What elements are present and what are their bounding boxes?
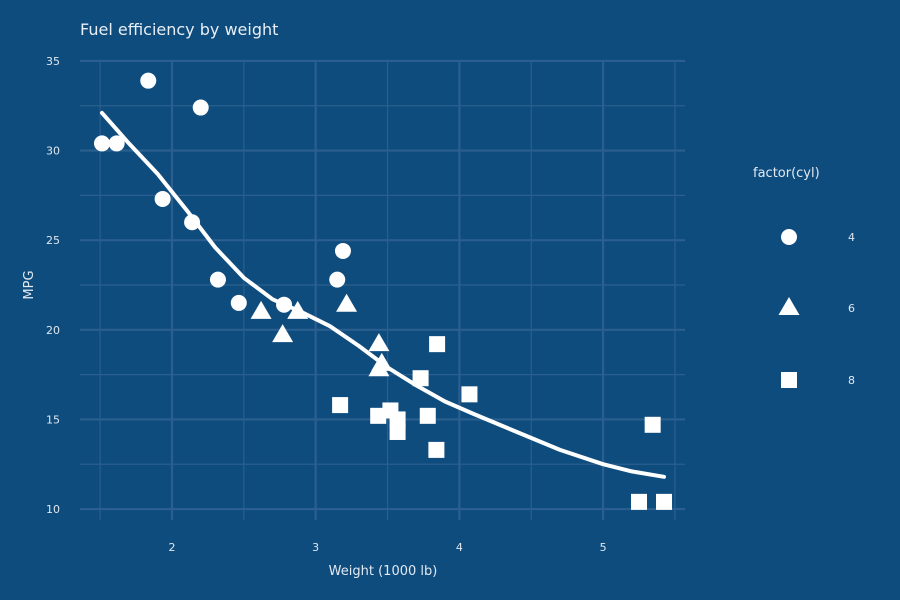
legend-key-square	[781, 372, 797, 388]
data-point-circle	[209, 271, 226, 288]
data-point-triangle	[368, 333, 390, 352]
data-point-triangle	[250, 300, 272, 319]
y-tick-label: 25	[46, 234, 60, 247]
y-axis-title: MPG	[22, 270, 37, 299]
data-point-square	[332, 397, 349, 414]
data-point-square	[389, 411, 406, 428]
x-axis-title: Weight (1000 lb)	[329, 564, 438, 579]
data-point-square	[428, 441, 445, 458]
data-point-triangle	[371, 352, 393, 371]
y-tick-label: 20	[46, 324, 60, 337]
y-tick-label: 35	[46, 55, 60, 68]
y-tick-label: 30	[46, 145, 60, 158]
data-point-circle	[230, 294, 247, 311]
data-point-circle	[329, 271, 346, 288]
trend-line-group	[100, 110, 666, 479]
data-point-square	[461, 386, 478, 403]
data-point-triangle	[336, 293, 358, 312]
data-point-square	[631, 493, 648, 510]
data-point-triangle	[287, 300, 309, 319]
legend-key-circle	[781, 229, 797, 245]
legend-title: factor(cyl)	[753, 166, 820, 181]
tick-labels: 10 15 20 25 30 35 2 3 4 5	[46, 55, 607, 554]
data-points	[93, 72, 673, 510]
data-point-circle	[184, 214, 201, 231]
data-point-circle	[192, 99, 209, 116]
data-point-square	[656, 493, 673, 510]
chart-title: Fuel efficiency by weight	[80, 20, 278, 39]
data-point-square	[412, 370, 429, 387]
x-tick-label: 4	[456, 541, 463, 554]
trend-line	[100, 110, 666, 479]
data-point-circle	[276, 296, 293, 313]
data-point-circle	[334, 242, 351, 259]
data-point-square	[644, 416, 661, 433]
x-tick-label: 2	[168, 541, 175, 554]
x-tick-label: 3	[312, 541, 319, 554]
legend-label: 6	[848, 302, 855, 315]
data-point-square	[389, 423, 406, 440]
legend: factor(cyl) 4 6 8	[753, 166, 855, 388]
data-point-circle	[140, 72, 157, 89]
legend-label: 8	[848, 374, 855, 387]
data-point-circle	[154, 190, 171, 207]
grid-lines	[80, 59, 685, 520]
data-point-triangle	[272, 324, 294, 343]
data-point-circle	[93, 135, 110, 152]
data-point-square	[419, 407, 436, 424]
x-tick-label: 5	[600, 541, 607, 554]
data-point-square	[429, 336, 446, 353]
data-point-square	[370, 407, 387, 424]
data-point-circle	[108, 135, 125, 152]
legend-label: 4	[848, 231, 855, 244]
y-tick-label: 15	[46, 413, 60, 426]
y-tick-label: 10	[46, 503, 60, 516]
legend-key-triangle	[778, 297, 800, 315]
